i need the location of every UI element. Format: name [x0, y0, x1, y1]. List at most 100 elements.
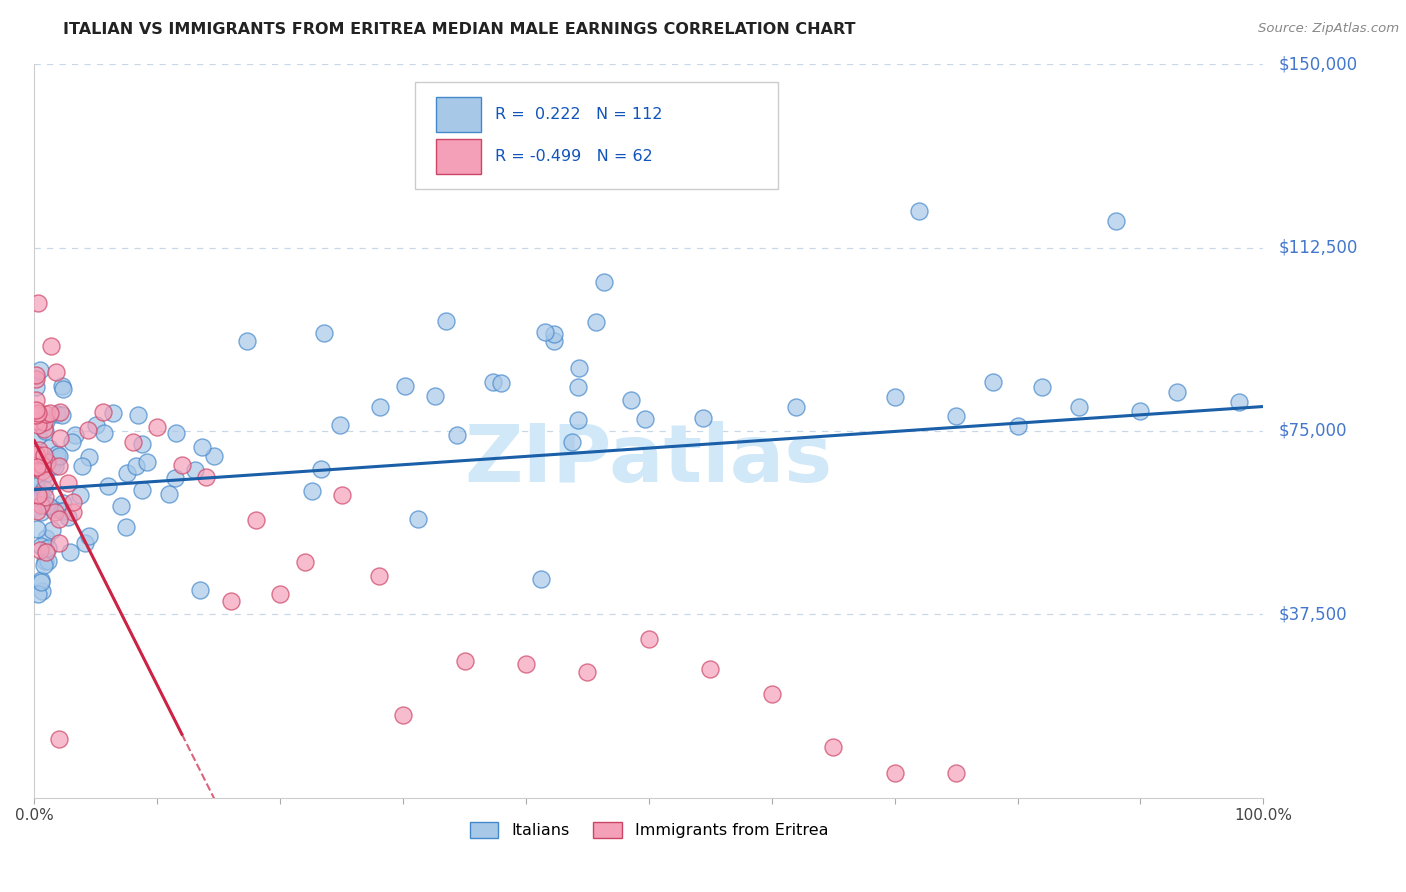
Point [35, 455, 58, 469]
Point [30, 575, 52, 590]
Point [34, 458, 56, 473]
Point [530, 572, 553, 586]
Point [1129, 404, 1152, 418]
Point [56, 475, 79, 490]
Point [63, 428, 86, 442]
Point [157, 487, 180, 501]
Point [453, 654, 475, 668]
Point [329, 417, 352, 432]
Point [115, 467, 138, 481]
Point [245, 513, 267, 527]
Point [28, 485, 51, 500]
Point [110, 499, 132, 513]
Point [51, 504, 73, 518]
Point [312, 326, 335, 340]
Point [52, 503, 75, 517]
Point [35, 408, 58, 422]
Point [28, 442, 51, 457]
Point [24, 479, 46, 493]
Point [48, 512, 70, 526]
Point [367, 569, 389, 583]
Point [823, 740, 845, 755]
Point [38, 499, 60, 513]
Point [52, 382, 75, 396]
Point [44, 459, 66, 474]
Point [406, 512, 429, 526]
Point [434, 314, 457, 328]
Point [31, 464, 53, 478]
Point [125, 459, 148, 474]
Point [692, 410, 714, 425]
Point [114, 520, 136, 534]
Text: ITALIAN VS IMMIGRANTS FROM ERITREA MEDIAN MALE EARNINGS CORRELATION CHART: ITALIAN VS IMMIGRANTS FROM ERITREA MEDIA… [63, 22, 856, 37]
Point [35, 545, 58, 559]
Point [28, 542, 51, 557]
Point [170, 458, 193, 472]
Point [1007, 419, 1029, 434]
Point [1166, 384, 1188, 399]
Point [908, 203, 931, 218]
Point [28, 485, 51, 500]
Point [34, 467, 56, 482]
Point [75, 536, 97, 550]
Point [45, 447, 67, 461]
Point [489, 376, 512, 390]
Point [38, 442, 60, 456]
Point [24, 453, 46, 467]
Point [91, 405, 114, 419]
Point [219, 594, 242, 608]
Point [25, 473, 48, 487]
Point [394, 378, 416, 392]
Point [24, 368, 46, 382]
Point [38, 406, 60, 420]
Point [51, 379, 73, 393]
Point [1031, 380, 1053, 394]
Point [48, 459, 70, 474]
Point [24, 449, 46, 463]
Point [59, 545, 82, 559]
Point [25, 447, 48, 461]
Point [592, 275, 614, 289]
Point [60, 435, 83, 450]
Point [41, 524, 63, 538]
Text: $150,000: $150,000 [1278, 55, 1357, 73]
Point [52, 496, 75, 510]
Point [62, 494, 84, 508]
Point [35, 473, 58, 487]
Point [1067, 400, 1090, 414]
Point [56, 509, 79, 524]
Point [48, 732, 70, 747]
Point [32, 422, 55, 436]
Point [30, 363, 52, 377]
Point [97, 479, 120, 493]
FancyBboxPatch shape [415, 82, 778, 189]
Point [883, 390, 905, 404]
Bar [436, 139, 481, 174]
Point [515, 657, 537, 672]
Point [620, 392, 643, 407]
Point [27, 429, 49, 443]
Point [423, 389, 446, 403]
Point [49, 405, 72, 419]
Point [77, 529, 100, 543]
Point [533, 326, 555, 340]
Point [27, 296, 49, 310]
Point [101, 406, 124, 420]
Legend: Italians, Immigrants from Eritrea: Italians, Immigrants from Eritrea [463, 815, 835, 845]
Point [35, 414, 58, 428]
Point [945, 766, 967, 780]
Point [301, 483, 323, 498]
Point [146, 420, 169, 434]
Point [543, 327, 565, 342]
Point [49, 431, 72, 445]
Point [27, 406, 49, 420]
Point [24, 403, 46, 417]
Point [27, 487, 49, 501]
Point [165, 425, 187, 440]
Point [191, 440, 214, 454]
Point [638, 632, 661, 647]
Text: R =  0.222   N = 112: R = 0.222 N = 112 [495, 107, 662, 122]
Point [785, 400, 807, 414]
Point [70, 458, 93, 473]
Point [34, 415, 56, 429]
